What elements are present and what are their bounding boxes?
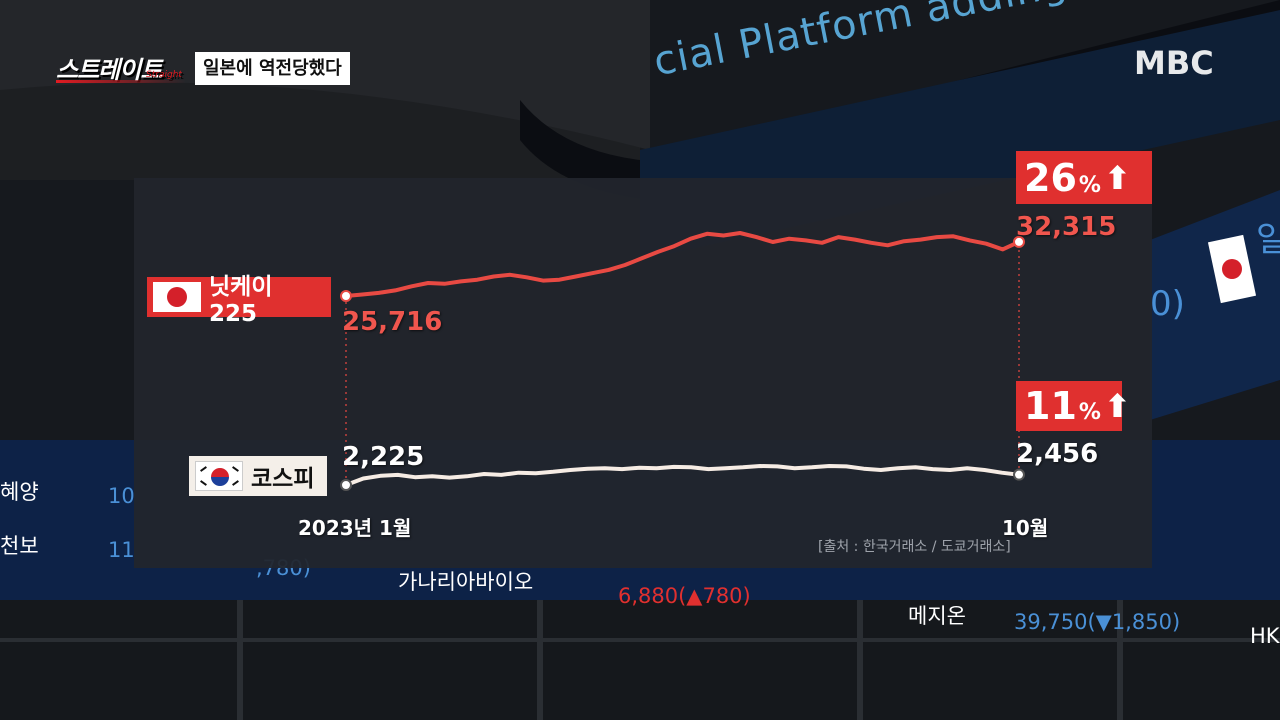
broadcaster-logo: MBC [1134, 44, 1214, 82]
badge-unit: % [1078, 173, 1101, 198]
show-logo-underline [56, 80, 186, 83]
nikkei-change-badge: 26 % ⬆ [1016, 151, 1152, 204]
ticker-text: 10 [108, 484, 135, 508]
kospi-start-point [340, 479, 352, 491]
ticker-text: 0) [1150, 284, 1185, 324]
series-line-kospi [345, 464, 1020, 487]
badge-number: 26 [1024, 155, 1077, 200]
show-logo-subtitle: Straight [146, 70, 182, 80]
series-label-kospi: 코스피 [189, 456, 327, 496]
nikkei-end-value: 32,315 [1016, 212, 1117, 242]
korea-flag-icon [195, 461, 243, 491]
ticker-text: 11 [108, 538, 135, 562]
ticker-text: 혜양 [0, 480, 39, 504]
kospi-start-value: 2,225 [342, 442, 425, 472]
show-logo: 스트레이트 Straight [56, 50, 186, 85]
kospi-end-value: 2,456 [1016, 439, 1099, 469]
ticker-text: 일 [1256, 220, 1280, 260]
badge-unit: % [1078, 400, 1101, 425]
nikkei-start-point [340, 290, 352, 302]
ticker-text: 39,750(▼1,850) [1014, 610, 1181, 634]
japan-flag-icon [153, 282, 201, 312]
episode-title: 일본에 역전당했다 [195, 52, 350, 85]
show-logo-text: 스트레이트 [56, 56, 162, 84]
badge-number: 11 [1024, 384, 1077, 428]
series-label-nikkei: 닛케이 225 [147, 274, 331, 327]
kospi-end-point [1013, 468, 1025, 481]
kospi-change-badge: 11 % ⬆ [1016, 381, 1131, 431]
up-arrow-icon: ⬆ [1103, 387, 1131, 425]
series-name: 닛케이 225 [209, 274, 273, 327]
data-source-note: [출처 : 한국거래소 / 도쿄거래소] [818, 539, 1011, 555]
nikkei-start-value: 25,716 [342, 307, 443, 337]
ticker-text: HK [1250, 624, 1280, 648]
ticker-text: 6,880(▲780) [618, 584, 751, 608]
x-axis-start-label: 2023년 1월 [298, 516, 412, 540]
ticker-text: 메지온 [908, 604, 966, 628]
series-name: 코스피 [251, 466, 315, 492]
ticker-text: 천보 [0, 534, 39, 558]
up-arrow-icon: ⬆ [1103, 158, 1131, 197]
x-axis-end-label: 10월 [1002, 516, 1049, 540]
series-line-nikkei [345, 231, 1020, 298]
nikkei-end-point [1013, 235, 1025, 248]
ticker-text: 가나리아바이오 [398, 570, 534, 594]
